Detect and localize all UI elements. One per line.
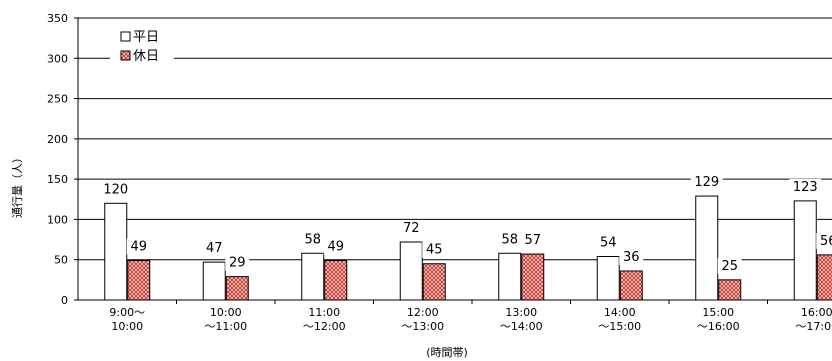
data-label-bg — [596, 234, 621, 251]
x-tick-label: 16:00 — [801, 306, 832, 319]
bar-weekday — [596, 255, 620, 301]
y-tick-label: 200 — [47, 133, 68, 146]
data-label-holiday: 57 — [524, 233, 541, 248]
bar-weekday — [399, 241, 423, 301]
x-tick-label: 10:00 — [111, 320, 143, 333]
data-label-bg — [399, 219, 424, 236]
x-tick-label: 14:00 — [604, 306, 636, 319]
data-label-bg — [690, 174, 723, 191]
y-tick-label: 250 — [47, 93, 68, 106]
data-label-holiday: 29 — [229, 256, 246, 271]
bars — [104, 195, 832, 301]
data-label-holiday: 49 — [130, 240, 147, 255]
data-label-bg — [816, 232, 832, 249]
data-label-bg — [202, 240, 227, 257]
data-label-weekday: 47 — [206, 241, 223, 256]
x-tick-label: ～11:00 — [204, 320, 247, 333]
data-labels: 1204947295849724558575436129251235627964… — [99, 174, 832, 274]
x-tick-label: 12:00 — [407, 306, 439, 319]
x-tick-label: 9:00～ — [109, 306, 145, 319]
x-tick-label: 11:00 — [308, 306, 340, 319]
gridlines — [78, 17, 832, 261]
x-tick-label: ～16:00 — [697, 320, 740, 333]
bar-weekday — [202, 261, 226, 301]
data-label-bg — [789, 178, 822, 195]
data-label-bg — [497, 231, 522, 248]
y-tick-label: 50 — [54, 254, 68, 267]
bar-holiday — [718, 279, 742, 301]
legend: 平日 休日 — [110, 24, 174, 66]
bar-holiday — [619, 270, 643, 301]
bar-weekday — [793, 200, 817, 301]
data-label-holiday: 49 — [327, 240, 344, 255]
data-label-bg — [422, 241, 447, 258]
bar-holiday — [521, 253, 545, 301]
data-label-weekday: 58 — [304, 232, 321, 247]
x-tick-label: ～12:00 — [303, 320, 346, 333]
y-axis-title: 通行量（人） — [11, 152, 24, 218]
y-tick-label: 100 — [47, 213, 68, 226]
data-label-bg — [520, 232, 545, 249]
data-label-bg — [99, 181, 132, 198]
x-axis-title: (時間帯) — [426, 346, 468, 359]
data-label-weekday: 54 — [600, 235, 617, 250]
bar-holiday — [324, 260, 348, 301]
data-label-weekday: 58 — [501, 232, 518, 247]
y-tick-label: 300 — [47, 52, 68, 65]
data-label-bg — [619, 248, 644, 265]
data-label-bg — [717, 257, 742, 274]
data-label-weekday: 129 — [694, 175, 719, 190]
data-label-bg — [126, 238, 151, 255]
x-tick-label: ～14:00 — [500, 320, 543, 333]
data-label-holiday: 45 — [426, 243, 443, 258]
data-label-weekday: 123 — [793, 180, 818, 195]
data-label-bg — [300, 231, 325, 248]
x-tick-label: 15:00 — [702, 306, 734, 319]
x-tick-label: 13:00 — [505, 306, 537, 319]
y-tick-label: 0 — [61, 294, 68, 307]
y-tick-label: 150 — [47, 173, 68, 186]
data-label-weekday: 120 — [103, 182, 128, 197]
legend-label-weekday: 平日 — [133, 30, 159, 45]
bar-holiday — [127, 260, 151, 301]
legend-label-holiday: 休日 — [133, 49, 159, 64]
data-label-bg — [225, 254, 250, 271]
axes: 0501001502002503003509:00～10:0010:00～11:… — [47, 12, 832, 333]
legend-swatch-holiday — [120, 50, 131, 61]
data-label-holiday: 25 — [721, 259, 738, 274]
data-label-bg — [323, 238, 348, 255]
data-label-holiday: 56 — [820, 234, 832, 249]
bar-holiday — [225, 276, 249, 301]
bar-weekday — [104, 202, 128, 301]
data-label-weekday: 72 — [403, 221, 420, 236]
bar-holiday — [816, 254, 832, 301]
y-tick-label: 350 — [47, 12, 68, 25]
data-label-holiday: 36 — [623, 250, 640, 265]
bar-weekday — [498, 252, 522, 301]
x-tick-label: ～15:00 — [598, 320, 641, 333]
x-tick-label: ～17:00 — [795, 320, 832, 333]
bar-holiday — [422, 263, 446, 301]
bar-weekday — [301, 252, 325, 301]
x-tick-label: 10:00 — [210, 306, 242, 319]
x-tick-label: ～13:00 — [401, 320, 444, 333]
legend-swatch-weekday — [120, 31, 131, 42]
bar-weekday — [695, 195, 719, 301]
